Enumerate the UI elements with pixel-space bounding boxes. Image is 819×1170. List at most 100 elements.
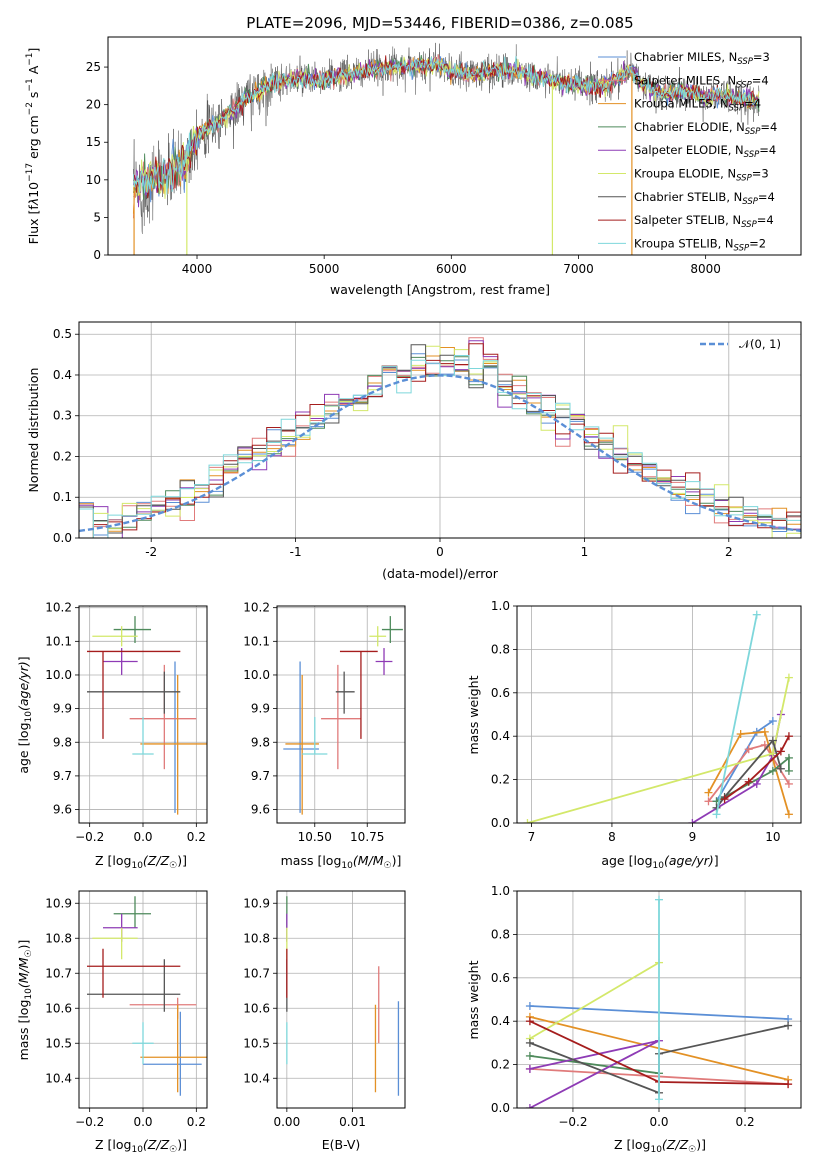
- z-age-xlabel: Z [log10(Z/Z☉)]: [95, 853, 187, 871]
- plot-area: [87, 896, 207, 1096]
- gaussian-legend-label: 𝒩(0, 1): [739, 337, 781, 351]
- panel-frame: [78, 605, 208, 824]
- y-tick-label: 0.1: [53, 490, 72, 504]
- y-tick-label: 10.5: [45, 1036, 72, 1050]
- z-age-panel: −0.2 0.0 0.2 9.6 9.7 9.8 9.9 10.0 10.1 10.2: [45, 601, 208, 844]
- spectrum-title: PLATE=2096, MJD=53446, FIBERID=0386, z=0…: [246, 14, 633, 32]
- z-mass-panel: −0.2 0.0 0.2 10.4 10.5 10.6 10.7 10.8 10.9: [45, 890, 208, 1129]
- age-weight-ylabel: mass weight: [466, 675, 481, 754]
- weight-line: [716, 756, 790, 803]
- spectrum-xlabel: wavelength [Angstrom, rest frame]: [330, 282, 550, 297]
- x-tick-label: 7: [528, 830, 536, 844]
- residual-histogram: [79, 355, 801, 538]
- legend-label: Kroupa ELODIE, NSSP=3: [634, 167, 769, 184]
- x-tick-label: 0.0: [133, 830, 152, 844]
- z-mass-ylabel: mass [log10(M/M☉)]: [16, 940, 34, 1061]
- z-weight-panel: −0.2 0.0 0.2 0.0 0.2 0.4 0.6 0.8 1.0: [491, 884, 802, 1129]
- x-tick-label: 10: [765, 830, 780, 844]
- y-tick-label: 15: [86, 135, 101, 149]
- residuals-plot-area: [79, 337, 801, 538]
- x-tick-label: 8: [608, 830, 616, 844]
- panel-frame: [78, 890, 208, 1109]
- weight-line: [707, 743, 790, 802]
- legend-label: Salpeter MILES, NSSP=4: [634, 73, 769, 90]
- y-tick-label: 10.4: [243, 1071, 270, 1085]
- age-weight-xlabel: age [log10(age/yr)]: [601, 853, 718, 871]
- y-tick-label: 9.8: [251, 735, 270, 749]
- x-tick-label: -1: [290, 545, 302, 559]
- x-tick-label: 0.2: [187, 830, 206, 844]
- y-tick-label: 10.0: [243, 668, 270, 682]
- panel-frame: [516, 605, 802, 824]
- y-tick-label: 0.4: [53, 368, 72, 382]
- plot-area: [525, 895, 793, 1108]
- mass-age-panel: 10.50 10.75 9.6 9.7 9.8 9.9 10.0 10.1 10.2: [243, 601, 406, 844]
- y-tick-label: 0.2: [53, 449, 72, 463]
- x-tick-label: 0: [436, 545, 444, 559]
- x-tick-label: 0.0: [133, 1115, 152, 1129]
- plot-area: [283, 616, 403, 815]
- y-tick-label: 10.8: [45, 931, 72, 945]
- y-tick-label: 9.7: [53, 769, 72, 783]
- y-tick-label: 10.7: [243, 966, 270, 980]
- mass-age-xlabel: mass [log10(M/M☉)]: [281, 853, 402, 871]
- panel-frame: [516, 890, 802, 1109]
- y-tick-label: 9.9: [53, 702, 72, 716]
- x-tick-label: 10.50: [298, 830, 332, 844]
- weight-line: [715, 614, 758, 815]
- z-weight-xlabel: Z [log10(Z/Z☉)]: [614, 1137, 706, 1155]
- y-tick-label: 0.2: [491, 1058, 510, 1072]
- x-tick-label: 7000: [563, 262, 594, 276]
- age-weight-panel: 7 8 9 10 0.0 0.2 0.4 0.6 0.8 1.0: [491, 599, 802, 844]
- panel-frame: [276, 605, 406, 824]
- residuals-ylabel: Normed distribution: [26, 368, 41, 493]
- y-tick-label: 9.7: [251, 769, 270, 783]
- y-tick-label: 0.0: [53, 531, 72, 545]
- weight-line: [529, 1055, 660, 1075]
- plot-area: [523, 610, 793, 823]
- y-tick-label: 10.2: [243, 601, 270, 615]
- y-tick-label: 1.0: [491, 884, 510, 898]
- weight-line: [691, 714, 782, 823]
- x-tick-label: 9: [689, 830, 697, 844]
- spectrum-model-line: [132, 55, 760, 195]
- grid-layer: [517, 605, 801, 824]
- y-tick-label: 9.8: [53, 735, 72, 749]
- y-tick-label: 10.6: [45, 1001, 72, 1015]
- spectrum-ticks: 4000 5000 6000 7000 8000 0 5 10 15 20 25: [86, 60, 721, 276]
- legend-label: Chabrier ELODIE, NSSP=4: [634, 120, 777, 137]
- y-tick-label: 10.8: [243, 931, 270, 945]
- x-tick-label: 0.0: [649, 1115, 668, 1129]
- ebv-mass-panel: 0.00 0.01 10.4 10.5 10.6 10.7 10.8 10.9: [243, 890, 406, 1129]
- y-tick-label: 0.8: [491, 642, 510, 656]
- x-tick-label: −0.2: [75, 830, 104, 844]
- y-tick-label: 0.0: [491, 1101, 510, 1115]
- x-tick-label: 6000: [436, 262, 467, 276]
- x-tick-label: 10.75: [350, 830, 384, 844]
- grid-layer: [79, 606, 207, 823]
- x-tick-label: −0.2: [75, 1115, 104, 1129]
- y-tick-label: 10.7: [45, 966, 72, 980]
- y-tick-label: 0: [93, 248, 101, 262]
- y-tick-label: 0.4: [491, 729, 510, 743]
- spectrum-frame: [107, 36, 802, 256]
- y-tick-label: 0.2: [491, 773, 510, 787]
- y-tick-label: 25: [86, 60, 101, 74]
- x-tick-label: 8000: [690, 262, 721, 276]
- weight-line: [724, 735, 790, 800]
- y-tick-label: 10.0: [45, 668, 72, 682]
- x-tick-label: 0.2: [187, 1115, 206, 1129]
- legend-label: Kroupa MILES, NSSP=4: [634, 97, 761, 114]
- y-tick-label: 1.0: [491, 599, 510, 613]
- y-tick-label: 10.4: [45, 1071, 72, 1085]
- x-tick-label: 0.2: [736, 1115, 755, 1129]
- ebv-mass-xlabel: E(B-V): [322, 1137, 361, 1152]
- residuals-xlabel: (data-model)/error: [382, 566, 499, 581]
- spectrum-data-line: [133, 42, 760, 234]
- x-tick-label: 0.01: [339, 1115, 366, 1129]
- y-tick-label: 9.9: [251, 702, 270, 716]
- y-tick-label: 10.9: [243, 896, 270, 910]
- x-tick-label: 1: [581, 545, 589, 559]
- y-tick-label: 10.1: [45, 634, 72, 648]
- y-tick-label: 0.4: [491, 1014, 510, 1028]
